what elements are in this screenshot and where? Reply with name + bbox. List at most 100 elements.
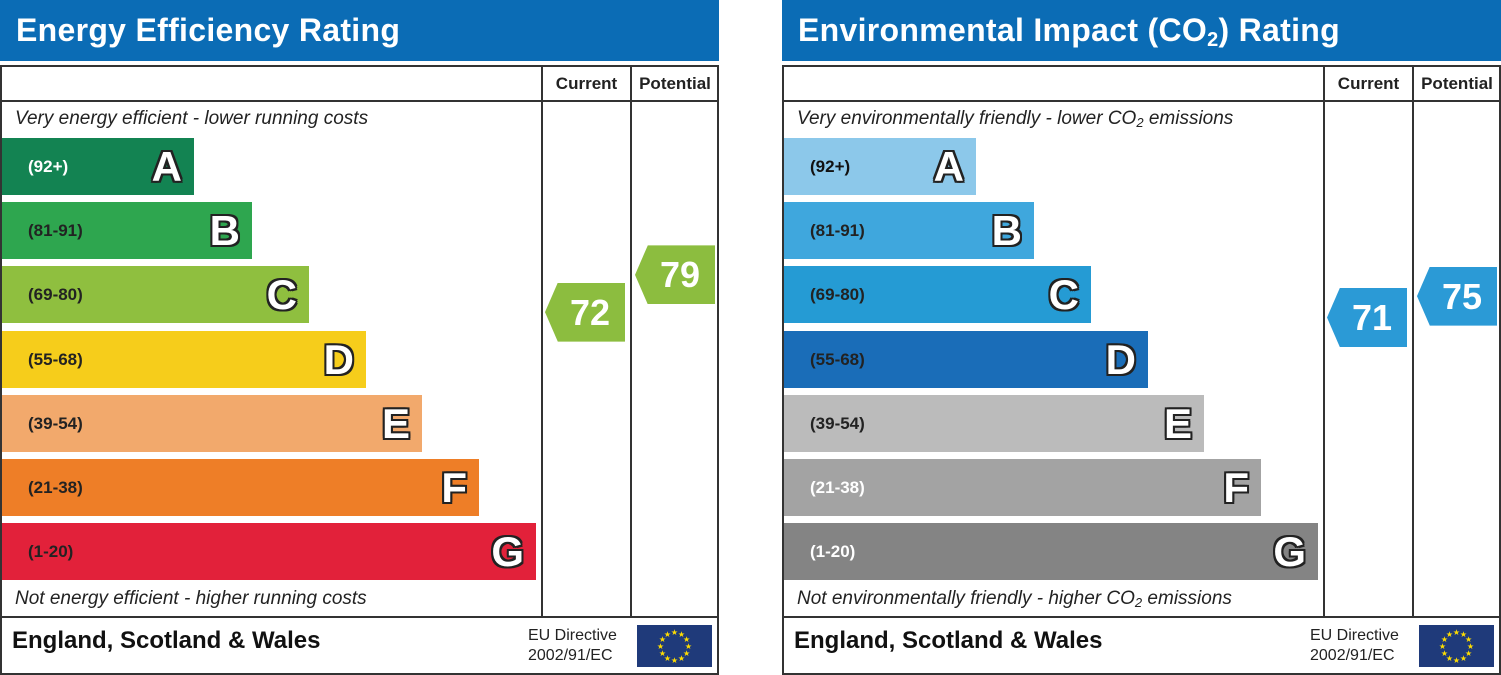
band-letter: D: [1105, 336, 1136, 383]
band-letter: F: [441, 464, 467, 511]
svg-text:★: ★: [671, 656, 678, 665]
svg-text:★: ★: [657, 642, 664, 651]
environmental-impact-panel: Environmental Impact (CO2) Rating Current…: [782, 0, 1501, 675]
rating-bar-d: (55-68) D: [2, 331, 366, 388]
potential-rating-arrow: 79: [635, 245, 715, 305]
rating-bar-d: (55-68) D: [784, 331, 1148, 388]
band-letter: E: [381, 400, 410, 447]
footer-divider: [0, 616, 719, 618]
svg-text:★: ★: [1453, 656, 1460, 665]
svg-text:★: ★: [664, 630, 671, 639]
band-range: (39-54): [810, 414, 865, 433]
band-range: (55-68): [28, 350, 83, 369]
current-rating-arrow: 71: [1327, 288, 1407, 347]
directive-line2: 2002/91/EC: [528, 647, 613, 664]
svg-text:★: ★: [1465, 649, 1472, 658]
band-range: (39-54): [28, 414, 83, 433]
bottom-note: Not environmentally friendly - higher CO…: [797, 588, 1232, 610]
band-letter: C: [1048, 271, 1079, 318]
svg-text:★: ★: [1453, 628, 1460, 637]
band-range: (21-38): [28, 478, 83, 497]
svg-text:★: ★: [1446, 654, 1453, 663]
eu-directive: EU Directive 2002/91/EC: [528, 626, 617, 666]
chart-title: Environmental Impact (CO2) Rating: [782, 0, 1501, 61]
rating-bar-e: (39-54) E: [784, 395, 1204, 452]
svg-text:★: ★: [671, 628, 678, 637]
column-divider: [1412, 65, 1414, 617]
chart-title: Energy Efficiency Rating: [0, 0, 719, 61]
rating-bar-a: (92+) A: [784, 138, 976, 195]
rating-bar-f: (21-38) F: [2, 459, 479, 516]
band-letter: B: [209, 207, 240, 254]
top-note: Very energy efficient - lower running co…: [15, 108, 369, 129]
eu-flag-icon: ★ ★ ★ ★ ★ ★ ★ ★ ★ ★ ★ ★: [637, 625, 712, 667]
band-range: (1-20): [28, 542, 74, 561]
svg-text:★: ★: [1460, 654, 1467, 663]
svg-text:★: ★: [1441, 649, 1448, 658]
band-range: (55-68): [810, 350, 865, 369]
footer-country: England, Scotland & Wales: [12, 627, 321, 654]
rating-bar-g: (1-20) G: [2, 523, 536, 580]
band-letter: A: [933, 143, 964, 190]
band-range: (1-20): [810, 542, 856, 561]
svg-text:★: ★: [1460, 630, 1467, 639]
column-header-potential: Potential: [639, 74, 711, 93]
band-range: (21-38): [810, 478, 865, 497]
band-letter: F: [1223, 464, 1249, 511]
rating-bar-e: (39-54) E: [2, 395, 422, 452]
column-header-current: Current: [555, 74, 618, 93]
current-rating-arrow: 72: [545, 282, 625, 342]
rating-bar-c: (69-80) C: [2, 266, 309, 323]
band-range: (92+): [28, 157, 69, 176]
svg-text:★: ★: [659, 649, 666, 658]
rating-bar-a: (92+) A: [2, 138, 194, 195]
column-header-current: Current: [1337, 74, 1400, 93]
eu-flag-icon: ★ ★ ★ ★ ★ ★ ★ ★ ★ ★ ★ ★: [1419, 625, 1494, 667]
column-divider: [541, 65, 543, 617]
svg-text:★: ★: [1446, 630, 1453, 639]
band-range: (92+): [810, 157, 851, 176]
svg-text:★: ★: [1467, 642, 1474, 651]
directive-line1: EU Directive: [528, 627, 617, 644]
band-letter: G: [491, 528, 524, 575]
svg-text:★: ★: [678, 654, 685, 663]
bottom-note: Not energy efficient - higher running co…: [15, 588, 367, 609]
footer-divider: [782, 616, 1501, 618]
band-letter: G: [1273, 528, 1306, 575]
header-divider: [782, 100, 1501, 102]
svg-text:★: ★: [1439, 642, 1446, 651]
rating-bar-b: (81-91) B: [784, 202, 1034, 259]
rating-bar-f: (21-38) F: [784, 459, 1261, 516]
band-letter: D: [323, 336, 354, 383]
directive-line1: EU Directive: [1310, 627, 1399, 644]
energy-efficiency-panel: Energy Efficiency Rating Current Potential…: [0, 0, 719, 675]
band-range: (69-80): [28, 285, 83, 304]
band-range: (81-91): [28, 221, 83, 240]
band-letter: A: [151, 143, 182, 190]
header-divider: [0, 100, 719, 102]
rating-bar-b: (81-91) B: [2, 202, 252, 259]
potential-rating-arrow: 75: [1417, 266, 1497, 326]
svg-text:★: ★: [1465, 635, 1472, 644]
band-letter: C: [266, 271, 297, 318]
band-letter: E: [1163, 400, 1192, 447]
column-divider: [1323, 65, 1325, 617]
band-range: (69-80): [810, 285, 865, 304]
rating-bar-c: (69-80) C: [784, 266, 1091, 323]
svg-text:★: ★: [659, 635, 666, 644]
svg-text:★: ★: [1441, 635, 1448, 644]
svg-text:★: ★: [683, 635, 690, 644]
band-range: (81-91): [810, 221, 865, 240]
column-header-potential: Potential: [1421, 74, 1493, 93]
column-divider: [630, 65, 632, 617]
svg-text:★: ★: [664, 654, 671, 663]
rating-bar-g: (1-20) G: [784, 523, 1318, 580]
eu-directive: EU Directive 2002/91/EC: [1310, 626, 1399, 666]
svg-text:★: ★: [678, 630, 685, 639]
top-note: Very environmentally friendly - lower CO…: [797, 108, 1234, 130]
svg-text:★: ★: [683, 649, 690, 658]
footer-country: England, Scotland & Wales: [794, 627, 1103, 654]
svg-text:★: ★: [685, 642, 692, 651]
band-letter: B: [991, 207, 1022, 254]
directive-line2: 2002/91/EC: [1310, 647, 1395, 664]
